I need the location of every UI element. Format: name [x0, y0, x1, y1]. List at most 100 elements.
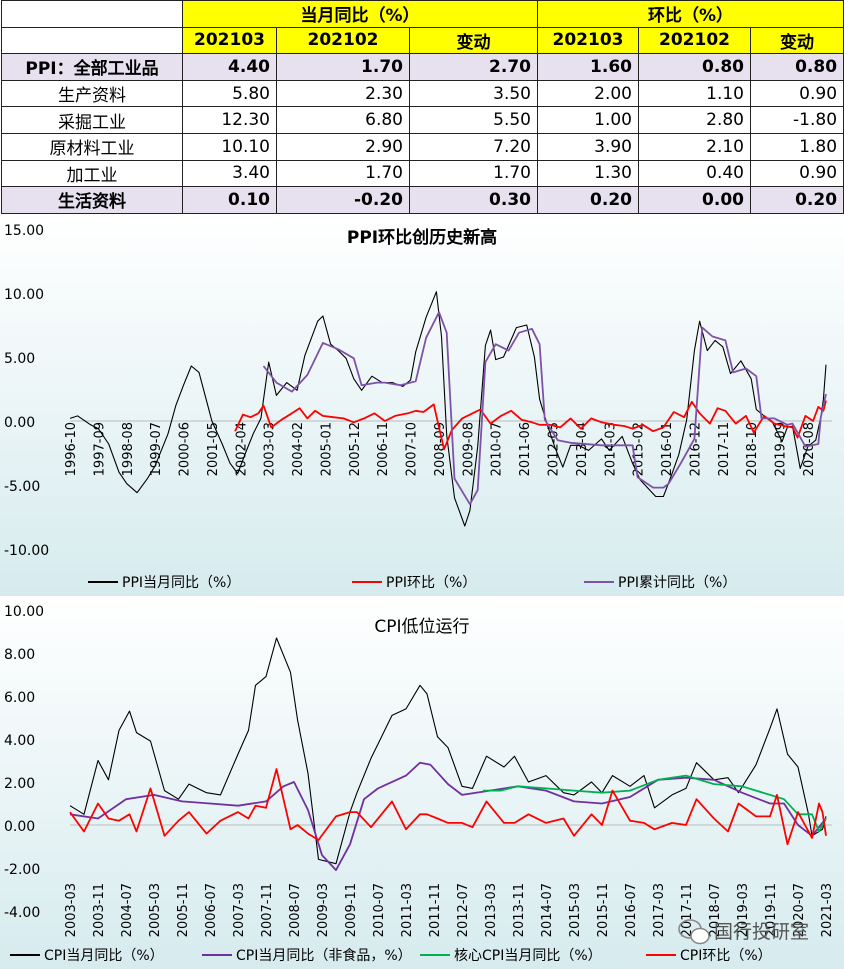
column-header: 202102 — [277, 27, 410, 54]
y-tick-label: 0.00 — [4, 819, 35, 835]
y-tick-label: -4.00 — [4, 905, 40, 921]
row-label: 加工业 — [2, 160, 183, 187]
x-tick-label: 2014-07 — [540, 883, 555, 937]
table-cell: 4.40 — [183, 54, 277, 81]
x-tick-label: 1996-10 — [64, 422, 79, 476]
column-header: 202103 — [538, 27, 639, 54]
column-header: 202102 — [639, 27, 751, 54]
x-tick-label: 2008-07 — [288, 883, 303, 937]
x-tick-label: 2003-03 — [64, 883, 79, 937]
y-tick-label: 10.00 — [4, 604, 44, 620]
y-tick-label: -10.00 — [4, 543, 49, 559]
table-sub-header-row: 202103 202102 变动 202103 202102 变动 — [2, 27, 844, 54]
y-tick-label: 8.00 — [4, 647, 35, 663]
x-tick-label: 2015-03 — [568, 883, 583, 937]
x-tick-label: 2005-03 — [148, 883, 163, 937]
table-cell: 7.20 — [410, 133, 538, 160]
x-tick-label: 2011-03 — [400, 883, 415, 937]
y-tick-label: 10.00 — [4, 287, 44, 303]
legend-label: 核心CPI当月同比（%） — [454, 948, 602, 964]
x-tick-label: 2007-03 — [232, 883, 247, 937]
row-label: 生产资料 — [2, 80, 183, 107]
x-tick-label: 2017-03 — [652, 883, 667, 937]
table-cell: 0.20 — [538, 187, 639, 214]
y-tick-label: 2.00 — [4, 776, 35, 792]
table-row: 原材料工业 10.10 2.90 7.20 3.90 2.10 1.80 — [2, 133, 844, 160]
y-tick-label: -2.00 — [4, 862, 40, 878]
x-tick-label: 2005-12 — [348, 422, 363, 476]
table-cell: 5.80 — [183, 80, 277, 107]
column-header: 变动 — [410, 27, 538, 54]
table-cell: 1.30 — [538, 160, 639, 187]
table-group-header-row: 当月同比（%） 环比（%） — [2, 1, 844, 28]
x-tick-label: 2009-03 — [316, 883, 331, 937]
x-tick-label: 2006-07 — [204, 883, 219, 937]
table-cell: 1.00 — [538, 107, 639, 134]
table-cell: 0.00 — [639, 187, 751, 214]
table-row: 生活资料 0.10 -0.20 0.30 0.20 0.00 0.20 — [2, 187, 844, 214]
x-tick-label: 2001-05 — [206, 422, 221, 476]
mom-group-header: 环比（%） — [538, 1, 844, 28]
row-label: 采掘工业 — [2, 107, 183, 134]
table-corner-cell — [2, 1, 183, 28]
table-cell: 2.70 — [410, 54, 538, 81]
row-label: 原材料工业 — [2, 133, 183, 160]
table-cell: 2.90 — [277, 133, 410, 160]
table-cell: 0.30 — [410, 187, 538, 214]
x-tick-label: 2013-04 — [575, 422, 590, 476]
x-tick-label: 2009-08 — [461, 422, 476, 476]
y-tick-label: 0.00 — [4, 415, 35, 431]
row-label: PPI：全部工业品 — [2, 54, 183, 81]
row-label: 生活资料 — [2, 187, 183, 214]
x-tick-label: 2005-11 — [176, 883, 191, 937]
x-tick-label: 2007-10 — [405, 422, 420, 476]
x-tick-label: 2021-03 — [820, 883, 835, 937]
table-cell: 0.90 — [751, 80, 844, 107]
y-tick-label: 6.00 — [4, 690, 35, 706]
chart-title: PPI环比创历史新高 — [347, 227, 497, 248]
y-tick-label: -5.00 — [4, 479, 40, 495]
x-tick-label: 2020-08 — [802, 422, 817, 476]
x-tick-label: 2004-02 — [291, 422, 306, 476]
x-tick-label: 2010-07 — [490, 422, 505, 476]
table-cell: 0.80 — [751, 54, 844, 81]
table-cell: 1.60 — [538, 54, 639, 81]
table-cell: 0.10 — [183, 187, 277, 214]
x-tick-label: 2017-11 — [680, 883, 695, 937]
legend-label: CPI环比（%） — [680, 948, 772, 964]
table-cell: 1.70 — [410, 160, 538, 187]
watermark: 国行投研室 — [679, 920, 809, 944]
table-cell: -1.80 — [751, 107, 844, 134]
x-tick-label: 2013-03 — [484, 883, 499, 937]
legend-label: PPI环比（%） — [386, 575, 476, 591]
table-cell: 10.10 — [183, 133, 277, 160]
y-tick-label: 5.00 — [4, 351, 35, 367]
ppi-data-table-panel: 当月同比（%） 环比（%） 202103 202102 变动 202103 20… — [0, 0, 844, 214]
x-tick-label: 2007-11 — [260, 883, 275, 937]
table-cell: -0.20 — [277, 187, 410, 214]
table-cell: 2.30 — [277, 80, 410, 107]
table-row: 加工业 3.40 1.70 1.70 1.30 0.40 0.90 — [2, 160, 844, 187]
table-cell: 2.10 — [639, 133, 751, 160]
table-row: 生产资料 5.80 2.30 3.50 2.00 1.10 0.90 — [2, 80, 844, 107]
x-tick-label: 2016-07 — [624, 883, 639, 937]
table-cell: 1.10 — [639, 80, 751, 107]
legend-label: CPI当月同比（非食品，%） — [236, 947, 412, 964]
table-row: PPI：全部工业品 4.40 1.70 2.70 1.60 0.80 0.80 — [2, 54, 844, 81]
table-cell: 0.80 — [639, 54, 751, 81]
x-tick-label: 2017-11 — [717, 422, 732, 476]
x-tick-label: 2016-01 — [660, 422, 675, 476]
table-cell: 1.70 — [277, 160, 410, 187]
x-tick-label: 2003-11 — [92, 883, 107, 937]
x-tick-label: 2005-01 — [319, 422, 334, 476]
table-cell: 1.70 — [277, 54, 410, 81]
x-tick-label: 2015-11 — [596, 883, 611, 937]
x-tick-label: 2009-11 — [344, 883, 359, 937]
x-tick-label: 2010-07 — [372, 883, 387, 937]
x-tick-label: 2000-06 — [178, 422, 193, 476]
x-tick-label: 2004-07 — [120, 883, 135, 937]
chart-title: CPI低位运行 — [374, 617, 469, 637]
table-cell: 6.80 — [277, 107, 410, 134]
x-tick-label: 2012-07 — [456, 883, 471, 937]
table-cell: 5.50 — [410, 107, 538, 134]
